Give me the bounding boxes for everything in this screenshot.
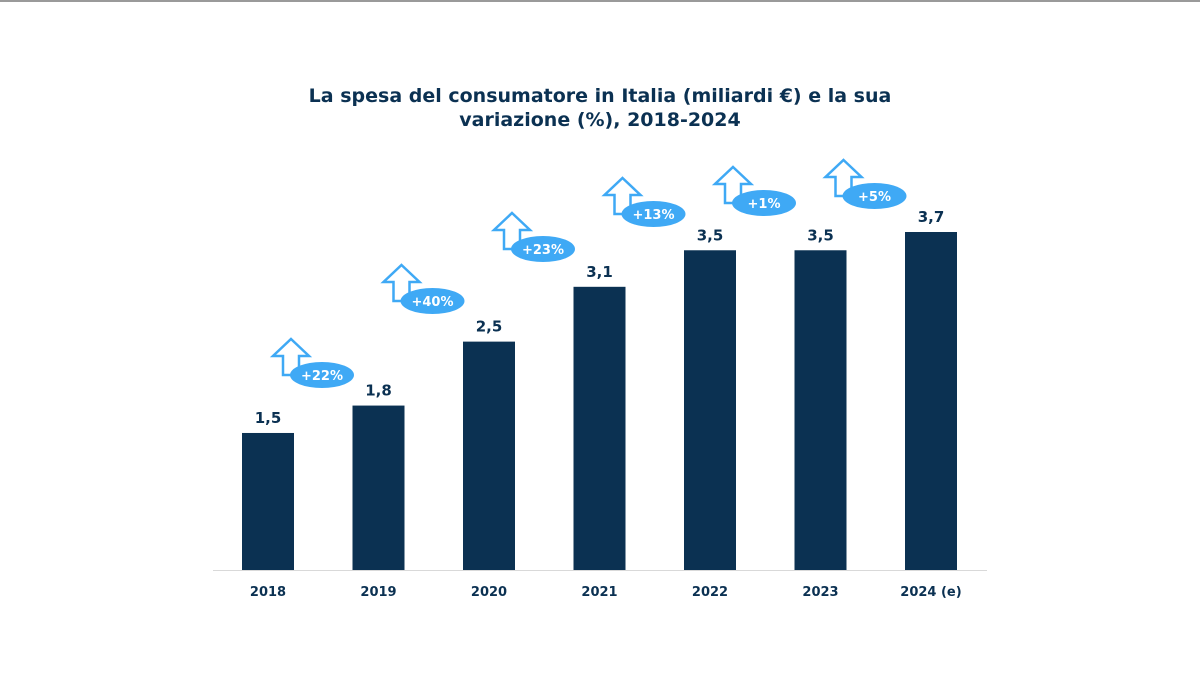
data-label: 3,1 xyxy=(586,263,613,281)
data-label: 1,5 xyxy=(255,409,282,427)
change-label: +40% xyxy=(411,295,453,310)
change-label: +5% xyxy=(858,190,891,205)
change-badge xyxy=(842,183,907,209)
data-label: 2,5 xyxy=(476,318,503,336)
bar-2022 xyxy=(684,250,736,570)
change-indicator: +40% xyxy=(380,263,465,314)
bar-2020 xyxy=(463,341,515,570)
change-indicator: +13% xyxy=(601,176,686,227)
change-indicator: +22% xyxy=(269,337,354,388)
bar-2018 xyxy=(242,432,294,570)
x-tick-label: 2024 (e) xyxy=(900,585,961,600)
change-badge xyxy=(400,288,465,314)
x-tick-label: 2018 xyxy=(250,585,286,600)
chart-title-line1: La spesa del consumatore in Italia (mili… xyxy=(308,85,892,107)
change-indicator: +1% xyxy=(711,165,796,216)
change-label: +1% xyxy=(748,197,781,212)
x-tick-label: 2021 xyxy=(581,585,617,600)
change-badge xyxy=(511,236,575,262)
x-tick-label: 2023 xyxy=(802,585,838,600)
change-badge xyxy=(732,190,796,216)
data-label: 3,5 xyxy=(697,226,724,244)
change-label: +23% xyxy=(522,243,564,258)
change-badge xyxy=(621,201,686,227)
bar-2024 (e) xyxy=(905,232,957,570)
data-label: 3,7 xyxy=(918,208,945,226)
chart-title-line2: variazione (%), 2018-2024 xyxy=(459,109,741,131)
bar-2023 xyxy=(794,250,847,570)
change-label: +22% xyxy=(301,369,343,384)
x-tick-label: 2019 xyxy=(360,585,396,600)
data-label: 1,8 xyxy=(365,382,392,400)
change-indicator: +5% xyxy=(822,158,907,209)
x-tick-label: 2022 xyxy=(692,585,728,600)
data-label: 3,5 xyxy=(807,226,834,244)
chart-title: La spesa del consumatore in Italia (mili… xyxy=(0,84,1200,132)
bar-2021 xyxy=(573,286,626,570)
x-tick-label: 2020 xyxy=(471,585,507,600)
change-badge xyxy=(290,362,354,388)
change-indicator: +23% xyxy=(490,211,575,262)
change-label: +13% xyxy=(632,208,674,223)
bar-2019 xyxy=(352,405,405,570)
